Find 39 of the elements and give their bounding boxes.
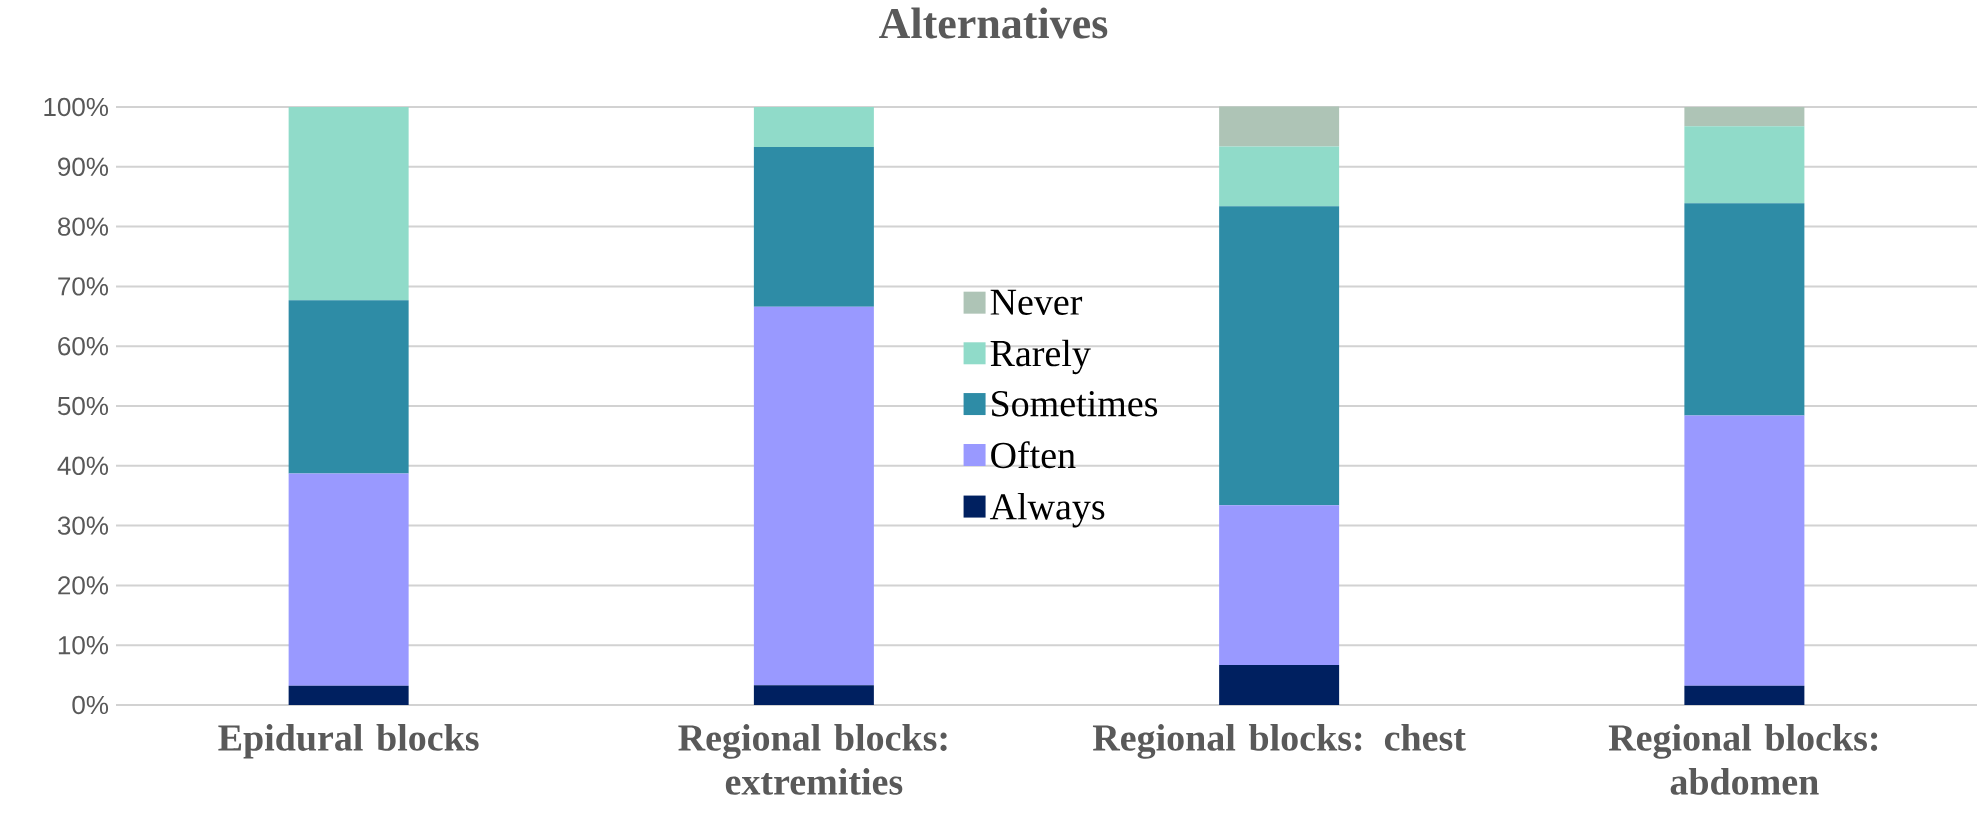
bar bbox=[753, 106, 874, 148]
y-tick-label: 50% bbox=[57, 396, 109, 416]
bar bbox=[753, 147, 874, 307]
bar bbox=[288, 300, 409, 474]
legend-label: Always bbox=[989, 492, 1105, 528]
y-tick-label: 90% bbox=[58, 157, 109, 176]
bar bbox=[1684, 126, 1805, 204]
bar bbox=[288, 473, 409, 686]
x-tick-label: Epidural blocks bbox=[218, 724, 479, 759]
y-tick-label: 70% bbox=[58, 277, 109, 296]
x-tick-label: Regional blocks: chest bbox=[1092, 724, 1466, 759]
bar bbox=[753, 685, 874, 705]
bar bbox=[1219, 106, 1340, 147]
legend-label: Often bbox=[991, 441, 1076, 469]
bar bbox=[1219, 206, 1340, 506]
legend-label: Never bbox=[990, 289, 1083, 315]
y-tick-label: 20% bbox=[58, 576, 109, 595]
legend-label: Sometimes bbox=[992, 390, 1158, 417]
bar bbox=[288, 106, 409, 301]
bar bbox=[288, 685, 409, 705]
bar bbox=[1219, 505, 1340, 665]
bar bbox=[1684, 415, 1805, 686]
y-tick-label: 30% bbox=[57, 516, 109, 535]
bar bbox=[753, 306, 874, 686]
y-tick-label: 40% bbox=[57, 456, 109, 475]
bar bbox=[1219, 146, 1340, 207]
y-tick-label: 0% bbox=[72, 695, 109, 715]
bar bbox=[1684, 203, 1805, 416]
legend-label: Rarely bbox=[990, 339, 1091, 375]
x-tick-label: Regional blocks: extremities bbox=[678, 724, 947, 795]
y-tick-label: 60% bbox=[58, 336, 109, 356]
y-tick-label: 10% bbox=[58, 635, 109, 655]
bar bbox=[1684, 685, 1805, 705]
y-tick-label: 100% bbox=[44, 97, 109, 117]
bar bbox=[1219, 664, 1340, 705]
x-tick-label: Regional blocks: abdomen bbox=[1608, 724, 1878, 795]
chart-title: Alternatives bbox=[879, 7, 1108, 39]
bar bbox=[1684, 106, 1805, 127]
y-tick-label: 80% bbox=[58, 217, 109, 236]
